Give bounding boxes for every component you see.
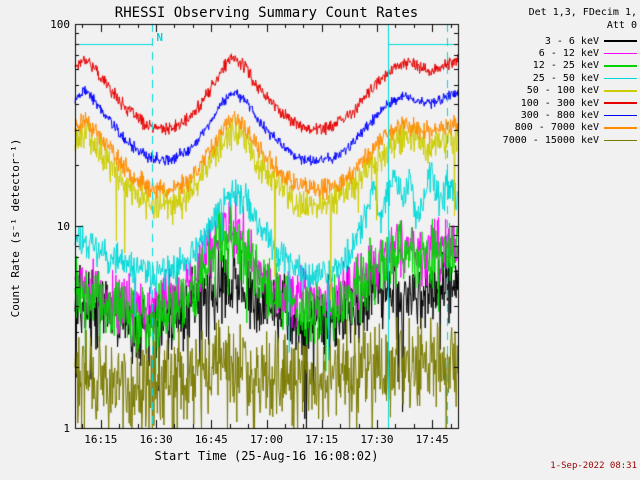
legend-items: 3 - 6 keV 6 - 12 keV 12 - 25 keV 25 - 50 ke…	[503, 35, 637, 147]
legend-label: 6 - 12 keV	[538, 48, 599, 60]
legend-color-line	[604, 114, 637, 117]
legend-item: 7000 - 15000 keV	[503, 134, 637, 146]
legend-header-line2: Att 0	[606, 20, 637, 31]
legend-item: 100 - 300 keV	[503, 97, 637, 109]
y-tick-label: 1	[63, 422, 70, 435]
legend-item: 300 - 800 keV	[503, 109, 637, 121]
legend-color-line	[604, 90, 637, 92]
legend-color-line	[604, 52, 637, 55]
y-axis-label: Count Rate (s⁻¹ detector⁻¹)	[9, 138, 22, 318]
legend-label: 3 - 6 keV	[544, 35, 599, 47]
legend-color-line	[604, 102, 637, 104]
x-tick-label: 17:00	[249, 433, 284, 446]
x-tick-label: 17:30	[360, 433, 394, 446]
legend-header-line1: Det 1,3, FDecim 1,	[528, 7, 637, 18]
legend-label: 100 - 300 keV	[520, 97, 599, 109]
x-tick-label: 16:30	[139, 433, 173, 446]
legend-label: 300 - 800 keV	[520, 110, 599, 122]
legend-color-line	[604, 127, 637, 129]
x-tick-label: 17:15	[305, 433, 339, 446]
legend-color-line	[604, 40, 637, 42]
legend: Det 1,3, FDecim 1, Att 0 3 - 6 keV 6 - 12…	[503, 6, 637, 147]
legend-item: 25 - 50 keV	[503, 72, 637, 84]
legend-label: 50 - 100 keV	[526, 85, 599, 97]
legend-color-line	[604, 139, 637, 142]
legend-label: 12 - 25 keV	[532, 60, 599, 72]
timestamp: 1-Sep-2022 08:31	[550, 461, 637, 471]
x-axis-label: Start Time (25-Aug-16 16:08:02)	[154, 449, 379, 463]
night-flag-label: N	[156, 30, 163, 44]
legend-label: 7000 - 15000 keV	[502, 134, 599, 146]
y-tick-label: 10	[56, 220, 70, 233]
x-tick-label: 16:45	[194, 433, 228, 446]
legend-item: 6 - 12 keV	[503, 47, 637, 59]
x-tick-label: 16:15	[84, 433, 118, 446]
y-tick-label: 100	[50, 18, 70, 31]
legend-label: 25 - 50 keV	[532, 72, 599, 84]
legend-item: 3 - 6 keV	[503, 35, 637, 47]
legend-color-line	[604, 65, 637, 67]
legend-item: 12 - 25 keV	[503, 60, 637, 72]
x-tick-label: 17:45	[415, 433, 449, 446]
legend-item: 800 - 7000 keV	[503, 122, 637, 134]
chart-title: RHESSI Observing Summary Count Rates	[114, 5, 419, 21]
legend-color-line	[604, 77, 637, 80]
legend-item: 50 - 100 keV	[503, 85, 637, 97]
legend-label: 800 - 7000 keV	[514, 122, 599, 134]
